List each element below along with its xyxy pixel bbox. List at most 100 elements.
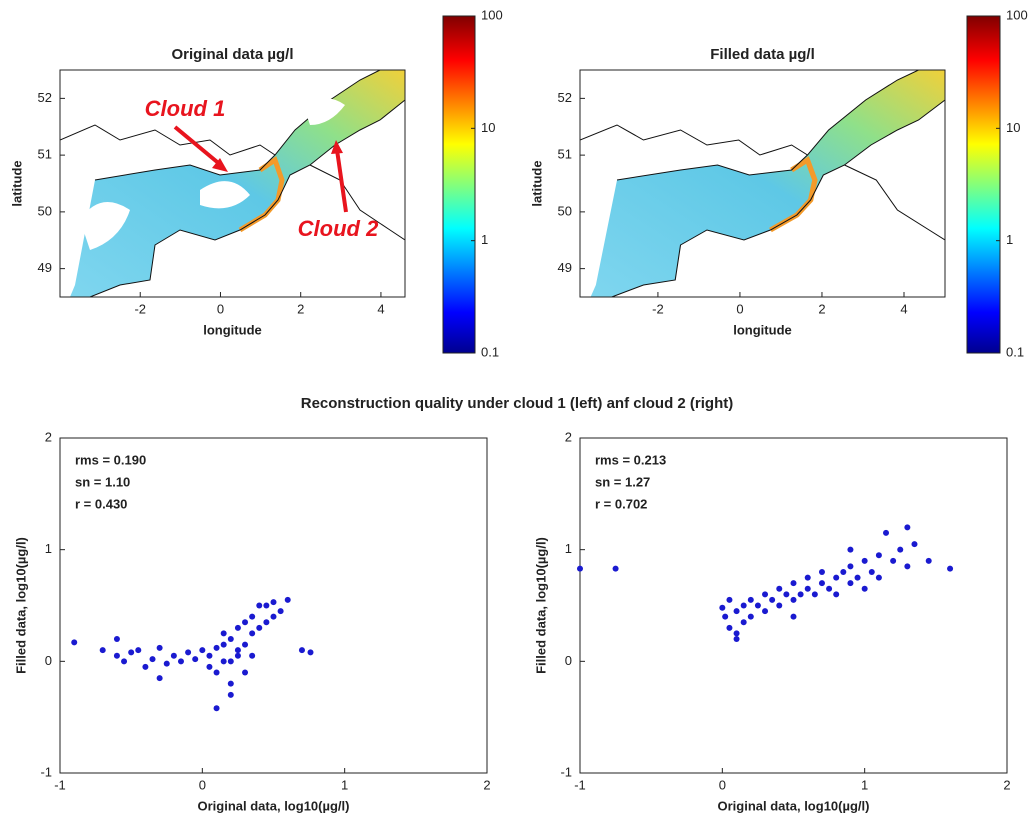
point <box>227 680 234 687</box>
colorbar-tick-label: 1 <box>481 232 488 247</box>
point <box>256 602 263 609</box>
point <box>192 656 199 663</box>
point <box>71 639 78 646</box>
y-axis-label: Filled data, log10(µg/l) <box>13 537 28 674</box>
point <box>733 636 740 642</box>
y-axis-label: latitude <box>529 160 544 206</box>
annotation: Cloud 1 <box>145 96 226 121</box>
x-axis-label: longitude <box>733 322 792 337</box>
stat-label: sn = 1.10 <box>75 474 130 489</box>
x-tick-label: 4 <box>377 301 384 316</box>
axes-frame <box>59 437 488 774</box>
x-tick-label: -2 <box>652 301 664 316</box>
point <box>213 644 220 651</box>
point <box>762 608 769 615</box>
y-tick-label: 0 <box>565 653 572 668</box>
point <box>804 585 811 592</box>
colorbar-tick-label: 100 <box>481 7 503 22</box>
point <box>249 652 256 659</box>
point <box>722 613 729 620</box>
point <box>762 591 769 598</box>
x-tick-label: 4 <box>900 301 907 316</box>
axes-frame <box>59 69 406 298</box>
x-tick-label: -1 <box>574 777 586 792</box>
x-axis-label: Original data, log10(µg/l) <box>718 798 870 813</box>
point <box>149 656 156 663</box>
y-tick-label: 2 <box>45 429 52 444</box>
point <box>121 658 128 665</box>
y-tick-label: 52 <box>558 90 572 105</box>
x-tick-label: 0 <box>736 301 743 316</box>
point <box>904 524 911 531</box>
y-tick-label: 2 <box>565 429 572 444</box>
point <box>213 669 220 676</box>
y-tick-label: 49 <box>558 260 572 275</box>
axes-frame <box>579 437 1008 774</box>
y-axis-label: Filled data, log10(µg/l) <box>533 537 548 674</box>
point <box>804 574 811 581</box>
y-axis-label: latitude <box>9 160 24 206</box>
point <box>612 565 619 572</box>
map-image <box>60 70 405 297</box>
point <box>719 604 726 611</box>
x-tick-label: -2 <box>134 301 146 316</box>
point <box>875 574 882 581</box>
point <box>790 596 797 603</box>
point <box>904 563 911 570</box>
point <box>726 596 733 603</box>
point <box>249 630 256 637</box>
point <box>897 546 904 553</box>
point <box>776 602 783 609</box>
y-tick-label: 49 <box>38 260 52 275</box>
point <box>833 574 840 581</box>
point <box>220 658 227 665</box>
x-tick-label: 0 <box>719 777 726 792</box>
point <box>170 652 177 659</box>
point <box>754 602 761 609</box>
point <box>298 647 305 654</box>
point <box>206 663 213 670</box>
point <box>790 580 797 587</box>
point <box>811 591 818 598</box>
x-tick-label: 2 <box>818 301 825 316</box>
stat-label: rms = 0.190 <box>75 452 146 467</box>
y-tick-label: 51 <box>38 147 52 162</box>
point <box>854 574 861 581</box>
point <box>142 663 149 670</box>
x-tick-label: -1 <box>54 777 66 792</box>
y-tick-label: 0 <box>45 653 52 668</box>
point <box>227 636 234 642</box>
chart-title: Original data µg/l <box>172 46 294 63</box>
colorbar <box>442 15 476 354</box>
point <box>840 569 847 575</box>
map-image <box>580 70 945 297</box>
point <box>284 596 291 603</box>
point <box>277 608 284 615</box>
x-tick-label: 0 <box>199 777 206 792</box>
arrow-head <box>331 140 343 154</box>
y-tick-label: 50 <box>558 203 572 218</box>
cloud-gap <box>80 98 345 250</box>
axes-frame <box>579 69 946 298</box>
point <box>263 619 270 626</box>
point <box>797 591 804 598</box>
point <box>199 647 206 654</box>
colorbar <box>966 15 1001 354</box>
point <box>242 669 249 676</box>
point <box>847 563 854 570</box>
point <box>875 552 882 559</box>
point <box>747 613 754 620</box>
point <box>740 619 747 626</box>
point <box>740 602 747 609</box>
colorbar-tick-label: 0.1 <box>481 344 499 359</box>
point <box>234 624 241 631</box>
point <box>733 608 740 615</box>
x-tick-label: 1 <box>341 777 348 792</box>
colorbar-tick-label: 10 <box>481 120 495 135</box>
stat-label: sn = 1.27 <box>595 474 650 489</box>
point <box>220 641 227 648</box>
point <box>163 660 170 667</box>
point <box>270 599 277 606</box>
x-tick-label: 0 <box>217 301 224 316</box>
